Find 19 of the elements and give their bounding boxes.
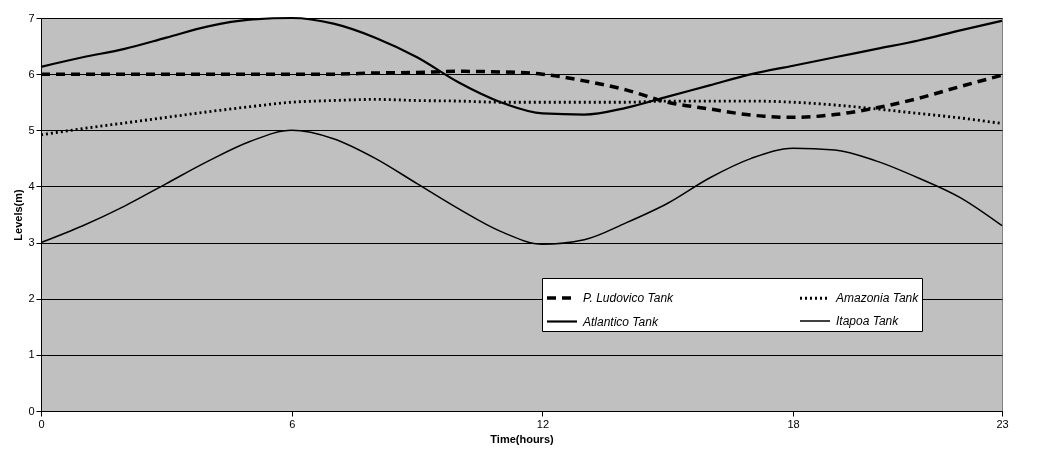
y-tick-label: 5	[28, 123, 35, 136]
x-tick-label: 12	[536, 417, 550, 430]
legend-label: P. Ludovico Tank	[583, 291, 675, 305]
y-tick-label: 2	[28, 292, 35, 305]
y-tick-label: 7	[28, 11, 35, 24]
x-tick-label: 18	[787, 417, 800, 430]
legend-label: Itapoa Tank	[836, 314, 900, 328]
y-axis-title: Levels(m)	[12, 188, 25, 241]
y-tick-label: 6	[28, 67, 35, 80]
y-tick-label: 3	[28, 236, 35, 249]
y-tick-label: 4	[28, 179, 35, 192]
legend-label: Amazonia Tank	[835, 291, 920, 306]
x-tick-label: 23	[996, 417, 1009, 430]
x-tick-label: 0	[38, 417, 45, 430]
x-tick-label: 6	[289, 417, 296, 430]
legend-label: Atlantico Tank	[582, 314, 659, 329]
y-tick-label: 0	[28, 404, 35, 417]
y-tick-label: 1	[28, 348, 35, 361]
x-axis-title: Time(hours)	[490, 432, 555, 445]
